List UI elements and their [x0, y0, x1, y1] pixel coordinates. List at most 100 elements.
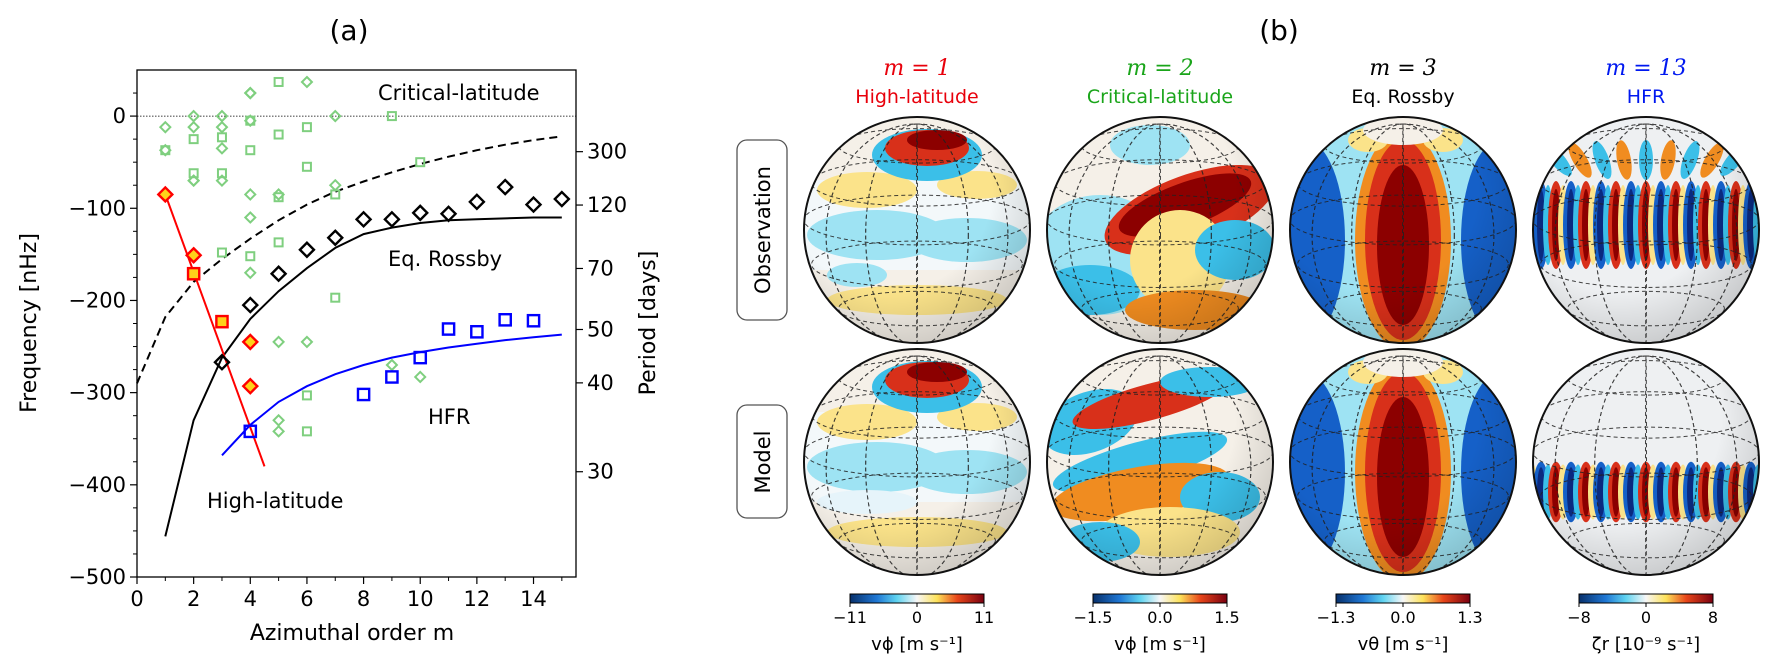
data-point-diamond	[187, 120, 201, 134]
data-point-diamond	[156, 185, 175, 204]
sphere-outline	[1532, 348, 1760, 576]
data-point-diamond	[553, 190, 571, 208]
data-point-square	[273, 192, 284, 203]
panel-a-label: (a)	[329, 14, 368, 47]
sphere-outline	[803, 348, 1031, 576]
data-point-diamond	[411, 204, 429, 222]
sphere-map	[804, 349, 1030, 575]
data-point-square	[273, 129, 284, 140]
data-point-diamond	[269, 265, 288, 283]
series-line	[164, 194, 266, 467]
data-point-diamond	[354, 210, 373, 229]
colorbar	[1578, 593, 1714, 604]
data-point-square	[356, 387, 371, 402]
x-tick-label: 4	[244, 587, 257, 611]
annotation-high-latitude: High-latitude	[207, 489, 343, 513]
sphere-outline	[1046, 348, 1274, 576]
data-point-diamond	[383, 210, 401, 229]
sphere-outline	[803, 116, 1031, 344]
colorbar-tick-label: 0	[1641, 608, 1651, 627]
data-point-square	[301, 390, 312, 401]
y-tick-label: −200	[68, 288, 126, 312]
data-point-square	[245, 115, 256, 126]
data-point-diamond	[385, 358, 399, 372]
y-tick-label: −100	[68, 196, 126, 220]
data-point-square	[216, 132, 227, 143]
mode-column-hfr: m = 13 HFR −8 0 8 ζr [10⁻⁹ s⁻¹]	[1532, 56, 1760, 655]
x-tick-label: 0	[130, 587, 143, 611]
data-point-diamond	[187, 174, 201, 188]
colorbar-tick-label: 1.5	[1214, 608, 1239, 627]
data-point-diamond	[243, 188, 257, 201]
x-tick-label: 10	[407, 587, 434, 611]
data-point-square	[186, 266, 201, 281]
annotation-critical-latitude: Critical-latitude	[378, 81, 540, 105]
x-axis-label: Azimuthal order m	[250, 621, 454, 646]
data-point-square	[160, 145, 171, 156]
data-point-diamond	[241, 333, 259, 351]
data-point-square	[216, 247, 227, 258]
data-point-diamond	[300, 75, 314, 89]
mode-m-label: m = 3	[1369, 56, 1436, 81]
data-point-square	[386, 111, 397, 122]
sphere-map	[1533, 117, 1759, 343]
data-point-diamond	[215, 174, 229, 188]
data-point-square	[301, 426, 312, 437]
data-point-diamond	[215, 141, 229, 155]
data-point-diamond	[158, 120, 172, 134]
y2-tick-label: 300	[587, 140, 627, 164]
y-tick-label: −300	[68, 381, 126, 405]
colorbar-label: vϕ [m s⁻¹]	[1114, 634, 1206, 655]
sphere-map	[1290, 117, 1516, 343]
sphere-outline	[1046, 116, 1274, 344]
data-point-diamond	[413, 370, 427, 384]
sphere-map	[804, 117, 1030, 343]
colorbar-tick-label: 1.3	[1457, 608, 1482, 627]
data-point-square	[273, 76, 284, 87]
annotation-hfr: HFR	[428, 405, 470, 429]
data-point-square	[245, 251, 256, 262]
mode-column-critical: m = 2 Critical-latitude −1.5 0.0 1.5 vϕ [m s⁻…	[1046, 56, 1274, 655]
colorbar-tick-label: 8	[1708, 608, 1718, 627]
data-point-diamond	[243, 86, 257, 100]
mode-m-label: m = 2	[1126, 56, 1193, 81]
row-label-model-box: Model	[736, 404, 788, 519]
y-tick-label: 0	[113, 104, 126, 128]
data-point-diamond	[468, 193, 486, 211]
x-tick-label: 2	[187, 587, 200, 611]
colorbar-tick-label: 11	[974, 608, 994, 627]
data-point-diamond	[272, 424, 286, 438]
colorbar	[1335, 593, 1471, 604]
colorbar-tick-label: −8	[1567, 608, 1591, 627]
colorbar-tick-label: −11	[833, 608, 867, 627]
sphere-outline	[1532, 116, 1760, 344]
y-tick-label: −400	[68, 473, 126, 497]
data-point-square	[301, 161, 312, 172]
annotation-eq-rossby: Eq. Rossby	[388, 247, 502, 271]
x-tick-label: 14	[520, 587, 547, 611]
mode-m-label: m = 1	[883, 56, 950, 81]
data-point-diamond	[243, 86, 257, 100]
data-point-square	[188, 134, 199, 145]
data-point-diamond	[326, 229, 344, 247]
data-point-diamond	[328, 109, 342, 123]
data-point-diamond	[524, 195, 543, 214]
y2-tick-label: 120	[587, 193, 627, 217]
x-tick-label: 12	[464, 587, 491, 611]
data-point-diamond	[215, 120, 229, 134]
data-point-square	[470, 324, 484, 339]
mode-name: Eq. Rossby	[1351, 86, 1454, 108]
data-point-diamond	[298, 241, 316, 259]
data-point-square	[216, 168, 227, 179]
data-point-diamond	[272, 335, 286, 349]
mode-name: Critical-latitude	[1087, 86, 1233, 108]
mode-name: High-latitude	[855, 86, 978, 108]
colorbar-tick-label: −1.5	[1074, 608, 1113, 627]
data-point-square	[498, 313, 512, 327]
data-point-diamond	[300, 335, 314, 349]
colorbar-tick-label: 0.0	[1147, 608, 1172, 627]
y2-tick-label: 70	[587, 256, 614, 280]
series-line	[164, 216, 562, 537]
data-point-square	[526, 313, 541, 328]
